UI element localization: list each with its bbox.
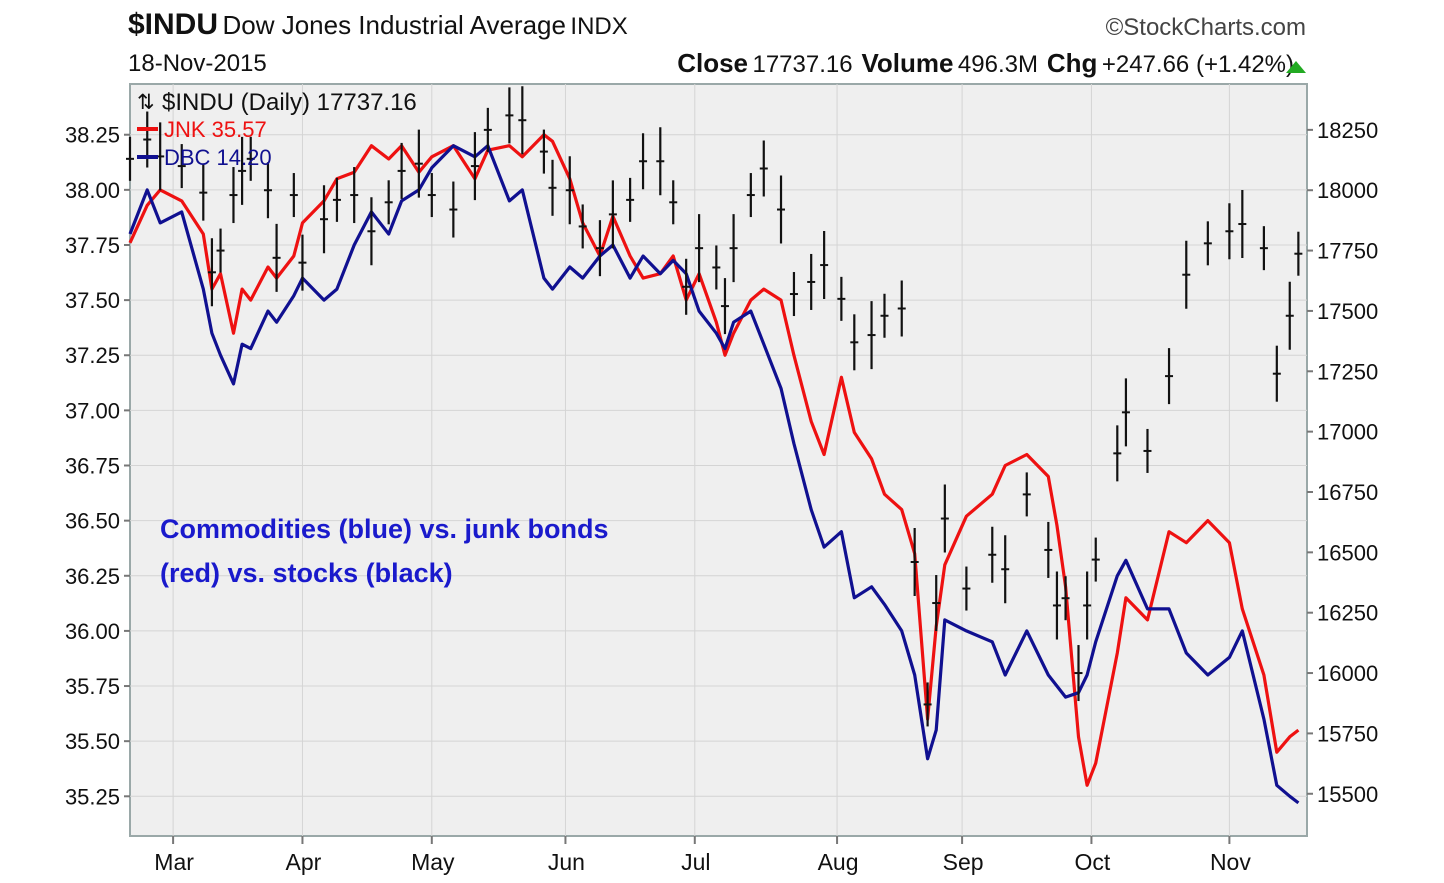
chg-label: Chg	[1046, 48, 1098, 78]
right-tick-label: 17000	[1317, 420, 1378, 445]
legend-jnk: JNK 35.57	[164, 117, 267, 142]
left-tick-label: 37.75	[65, 233, 120, 258]
left-tick-label: 36.50	[65, 509, 120, 534]
plot-area	[129, 83, 1308, 837]
left-tick-label: 35.50	[65, 729, 120, 754]
left-tick-label: 35.75	[65, 674, 120, 699]
chart-date: 18-Nov-2015	[128, 50, 267, 77]
quote-summary: Close 17737.16 Volume 496.3M Chg +247.66…	[677, 48, 1294, 79]
chart-title: $INDU Dow Jones Industrial Average INDX	[128, 8, 628, 42]
left-tick-label: 36.25	[65, 564, 120, 589]
left-axis: 35.25 35.50 35.75 36.00 36.25 36.50 36.75 37.00…	[65, 123, 130, 809]
close-label: Close	[677, 48, 749, 78]
chart-legend: ⇅ $INDU (Daily) 17737.16 JNK 35.57 DBC 1…	[137, 89, 417, 170]
x-tick-label: Mar	[154, 849, 194, 875]
left-tick-label: 37.25	[65, 343, 120, 368]
exchange: INDX	[570, 13, 628, 40]
x-tick-label: Nov	[1210, 849, 1251, 875]
series-layer	[126, 86, 1303, 805]
x-tick-label: Sep	[943, 849, 984, 875]
left-tick-label: 38.00	[65, 178, 120, 203]
left-tick-label: 37.50	[65, 288, 120, 313]
x-axis: Mar Apr May Jun Jul Aug Sep Oct Nov	[154, 836, 1251, 875]
left-tick-label: 36.00	[65, 619, 120, 644]
series-jnk-line	[128, 133, 1300, 787]
right-tick-label: 15750	[1317, 721, 1378, 746]
x-tick-label: Apr	[286, 849, 322, 875]
up-triangle-icon	[1286, 61, 1306, 73]
right-tick-label: 15500	[1317, 782, 1378, 807]
left-tick-label: 35.25	[65, 784, 120, 809]
close-value: 17737.16	[752, 51, 853, 78]
chg-value: +247.66 (+1.42%)	[1101, 51, 1294, 78]
volume-label: Volume	[861, 48, 954, 78]
x-tick-label: Aug	[818, 849, 859, 875]
left-tick-label: 36.75	[65, 454, 120, 479]
legend-dbc: DBC 14.20	[164, 145, 272, 170]
right-tick-label: 16750	[1317, 480, 1378, 505]
stockcharts-logo[interactable]: ©StockCharts.com	[1105, 14, 1306, 41]
right-tick-label: 18250	[1317, 118, 1378, 143]
right-tick-label: 16000	[1317, 661, 1378, 686]
right-tick-label: 17250	[1317, 359, 1378, 384]
annotation-line-2: (red) vs. stocks (black)	[160, 558, 453, 588]
x-tick-label: Oct	[1075, 849, 1111, 875]
grid-lines	[130, 84, 1307, 836]
right-tick-label: 16250	[1317, 601, 1378, 626]
description: Dow Jones Industrial Average	[222, 10, 566, 40]
legend-main: $INDU (Daily) 17737.16	[162, 89, 417, 116]
x-tick-label: May	[411, 849, 455, 875]
right-tick-label: 18000	[1317, 178, 1378, 203]
right-tick-label: 17750	[1317, 239, 1378, 264]
right-axis: 15500 15750 16000 16250 16500 16750 17000 17250…	[1307, 118, 1378, 807]
left-tick-label: 37.00	[65, 398, 120, 423]
right-tick-label: 17500	[1317, 299, 1378, 324]
x-tick-label: Jul	[681, 849, 710, 875]
volume-value: 496.3M	[957, 51, 1038, 78]
left-tick-label: 38.25	[65, 123, 120, 148]
annotation-line-1: Commodities (blue) vs. junk bonds	[160, 514, 609, 544]
symbol: $INDU	[128, 8, 219, 41]
x-tick-label: Jun	[548, 849, 585, 875]
legend-arrows-icon: ⇅	[137, 90, 155, 114]
right-tick-label: 16500	[1317, 540, 1378, 565]
series-indu-bars	[126, 86, 1303, 727]
